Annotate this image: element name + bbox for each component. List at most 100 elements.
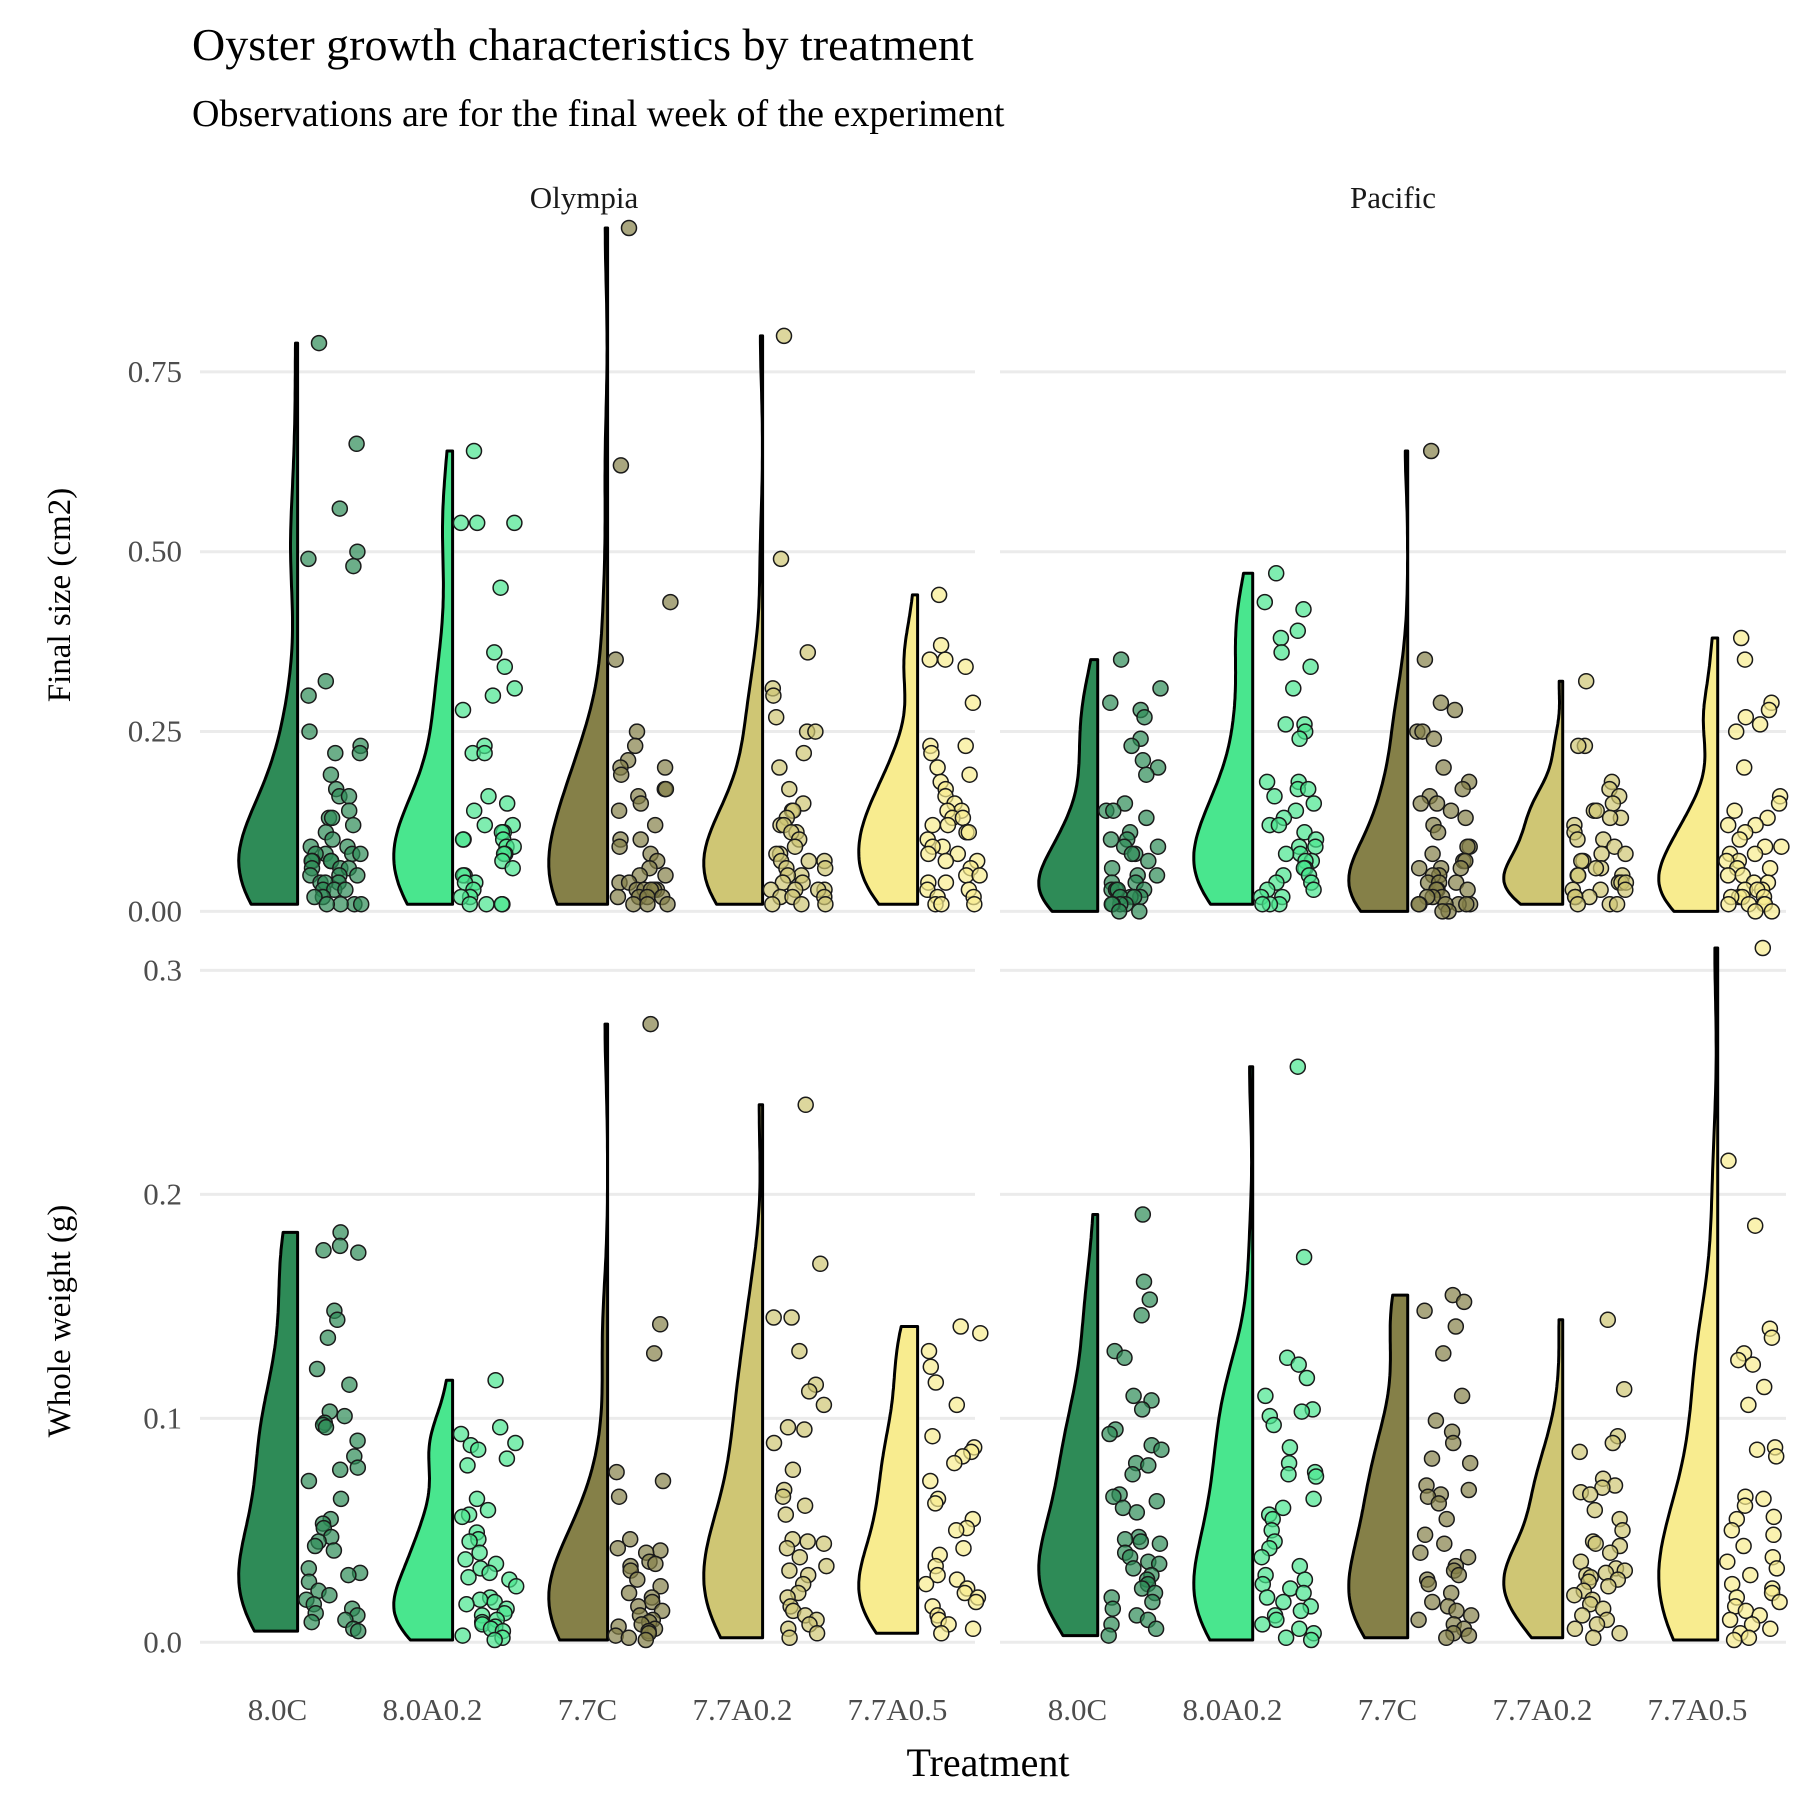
data-point-7.7A0.5: [949, 845, 967, 863]
data-point-8.0A0.2: [481, 1564, 498, 1582]
data-point-8.0A0.2: [1265, 1416, 1282, 1434]
data-point-7.7C: [610, 1488, 628, 1505]
facet-label-olympia: Olympia: [530, 180, 639, 215]
data-point-8.0A0.2: [1295, 601, 1312, 618]
data-point-7.7A0.5: [1746, 845, 1764, 863]
y-tick-label: 0.50: [128, 534, 182, 569]
data-point-7.7C: [1442, 1584, 1460, 1602]
data-point-8.0A0.2: [491, 1419, 509, 1436]
data-point-7.7A0.5: [954, 809, 972, 827]
data-point-8.0C: [1110, 903, 1128, 920]
data-point-7.7A0.5: [967, 1593, 985, 1611]
data-point-8.0A0.2: [498, 795, 516, 812]
data-point-8.0A0.2: [1295, 1584, 1312, 1602]
data-point-7.7C: [1457, 809, 1474, 827]
data-point-8.0C: [348, 435, 365, 453]
data-point-8.0C: [325, 1542, 343, 1559]
x-tick-label: 8.0A0.2: [1183, 1692, 1283, 1727]
data-point-8.0C: [1133, 1307, 1150, 1324]
data-point-7.7A0.5: [937, 651, 954, 668]
data-point-7.7C: [612, 766, 630, 783]
data-point-8.0C: [1144, 1593, 1161, 1611]
data-point-8.0C: [315, 1242, 332, 1259]
data-point-7.7A0.5: [927, 1495, 944, 1512]
data-point-8.0C: [1140, 1457, 1157, 1474]
data-point-7.7A0.2: [772, 550, 790, 568]
data-point-7.7A0.5: [960, 824, 978, 841]
x-tick-label: 8.0A0.2: [383, 1692, 483, 1727]
data-point-7.7C: [1412, 795, 1430, 812]
data-point-8.0C: [331, 1237, 349, 1255]
data-point-7.7A0.2: [786, 838, 804, 855]
data-point-7.7C: [1435, 1345, 1452, 1362]
data-point-8.0A0.2: [480, 788, 497, 805]
data-point-7.7A0.5: [1720, 1152, 1737, 1170]
data-point-7.7A0.5: [924, 1427, 941, 1445]
data-point-7.7A0.2: [1604, 1434, 1622, 1452]
data-point-8.0A0.2: [1299, 780, 1317, 798]
data-point-7.7C: [642, 1015, 659, 1033]
data-point-8.0C: [1151, 1535, 1169, 1552]
data-point-7.7A0.2: [1570, 737, 1587, 755]
data-point-7.7A0.2: [1599, 1311, 1617, 1329]
data-point-7.7A0.2: [1593, 845, 1610, 863]
data-point-7.7A0.2: [808, 1625, 826, 1642]
data-point-7.7A0.2: [1585, 1629, 1602, 1647]
data-point-7.7C: [1434, 903, 1451, 920]
data-point-8.0C: [1105, 802, 1122, 819]
data-point-7.7A0.2: [796, 1497, 814, 1514]
data-point-7.7A0.5: [971, 867, 988, 884]
data-point-7.7A0.5: [1735, 759, 1753, 776]
data-point-7.7A0.5: [1759, 809, 1776, 827]
violin-olympia-7.7A0.2: [702, 1103, 765, 1640]
data-point-7.7A0.2: [767, 708, 785, 726]
data-point-7.7A0.2: [1574, 1607, 1591, 1624]
data-point-8.0A0.2: [1285, 680, 1302, 697]
data-point-8.0C: [1112, 651, 1130, 668]
data-point-7.7A0.5: [1719, 867, 1737, 884]
data-point-8.0C: [1123, 737, 1140, 755]
data-point-8.0A0.2: [1291, 1557, 1309, 1575]
data-point-7.7A0.5: [922, 1358, 940, 1376]
data-point-7.7A0.5: [1737, 1602, 1755, 1620]
data-point-8.0A0.2: [452, 1425, 470, 1443]
data-point-8.0A0.2: [486, 1631, 503, 1649]
data-point-7.7C: [1442, 802, 1460, 819]
data-point-8.0C: [1125, 1387, 1142, 1405]
violin-pacific-8.0A0.2: [1192, 571, 1255, 906]
data-point-7.7C: [632, 795, 650, 812]
data-point-7.7A0.5: [937, 874, 955, 891]
data-point-8.0C: [1138, 809, 1155, 827]
data-point-7.7A0.5: [1754, 939, 1772, 957]
data-point-8.0C: [1116, 1349, 1133, 1367]
data-point-7.7A0.5: [1771, 1593, 1788, 1611]
y-tick-label: 0.75: [128, 354, 182, 389]
data-point-7.7A0.5: [1725, 1631, 1743, 1649]
x-tick-label: 8.0C: [1048, 1692, 1107, 1727]
data-point-7.7A0.5: [1755, 1490, 1772, 1508]
data-point-8.0C: [1153, 1441, 1170, 1458]
data-point-8.0A0.2: [458, 1595, 475, 1613]
data-point-8.0A0.2: [459, 1457, 476, 1474]
data-point-7.7A0.2: [1569, 831, 1586, 848]
data-point-7.7C: [612, 457, 630, 474]
data-point-7.7C: [647, 1555, 664, 1573]
data-point-7.7A0.5: [920, 1342, 938, 1360]
data-point-8.0A0.2: [1287, 802, 1305, 819]
data-point-7.7A0.2: [783, 1309, 800, 1326]
data-point-7.7C: [1424, 845, 1441, 863]
data-point-7.7C: [1432, 694, 1450, 712]
data-point-8.0C: [1124, 1466, 1141, 1483]
data-point-7.7C: [1447, 1318, 1465, 1335]
data-point-8.0A0.2: [1302, 1631, 1320, 1649]
data-point-7.7A0.5: [964, 694, 982, 712]
data-point-7.7C: [654, 1472, 672, 1490]
data-point-8.0C: [349, 1459, 367, 1476]
data-point-7.7A0.2: [765, 1309, 782, 1326]
data-point-8.0C: [1105, 1488, 1122, 1505]
data-point-8.0C: [1123, 845, 1141, 863]
data-point-8.0C: [351, 744, 369, 762]
data-point-8.0C: [300, 687, 317, 704]
data-point-7.7A0.5: [955, 1539, 972, 1557]
data-point-8.0C: [340, 1566, 357, 1584]
